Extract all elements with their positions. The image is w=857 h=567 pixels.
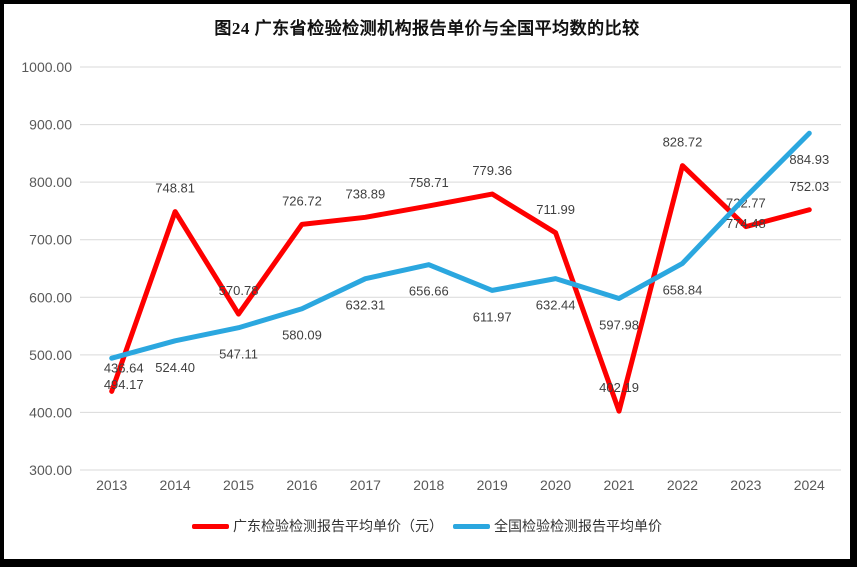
legend-label-national: 全国检验检测报告平均单价 [494,518,662,534]
chart-title: 图24 广东省检验检测机构报告单价与全国平均数的比较 [214,19,640,38]
x-axis-tick: 2015 [223,477,254,493]
y-axis-tick: 1000.00 [21,59,72,75]
y-axis-tick: 500.00 [29,347,72,363]
legend-marker-national-line [453,523,490,529]
y-axis-tick: 700.00 [29,232,72,248]
series-line-guangdong [109,163,812,414]
x-axis-tick: 2017 [350,477,381,493]
legend: 广东检验检测报告平均单价（元） 全国检验检测报告平均单价 [4,516,850,536]
data-label-guangdong: 779.36 [472,163,512,178]
data-label-guangdong: 726.72 [282,193,322,208]
data-label-national: 632.31 [345,298,385,313]
data-label-guangdong: 828.72 [663,135,703,150]
data-label-national: 774.48 [726,216,766,231]
legend-label-guangdong: 广东检验检测报告平均单价（元） [233,518,443,534]
data-label-guangdong: 711.99 [536,202,575,217]
legend-item-guangdong: 广东检验检测报告平均单价（元） [192,516,443,536]
x-axis-tick: 2013 [96,477,127,493]
x-axis-tick: 2018 [413,477,444,493]
data-label-guangdong: 748.81 [155,181,195,196]
x-axis-tick: 2016 [286,477,317,493]
x-axis-tick: 2021 [603,477,634,493]
data-label-guangdong: 758.71 [409,175,449,190]
data-label-national: 656.66 [409,284,449,299]
legend-item-national: 全国检验检测报告平均单价 [453,516,662,536]
x-axis-tick: 2023 [730,477,761,493]
y-axis-tick: 300.00 [29,462,72,478]
data-label-national: 580.09 [282,328,322,343]
data-label-guangdong: 752.03 [789,179,829,194]
data-label-guangdong: 570.78 [219,283,259,298]
data-label-national: 632.44 [536,298,576,313]
y-axis-tick: 900.00 [29,117,72,133]
legend-marker-guangdong-line [192,523,229,529]
series-line-national [109,130,812,361]
x-axis-tick: 2020 [540,477,571,493]
y-axis-tick: 600.00 [29,289,72,305]
data-label-guangdong: 402.19 [599,380,639,395]
x-axis-tick: 2024 [794,477,825,493]
y-axis-tick: 400.00 [29,404,72,420]
y-axis-tick: 800.00 [29,174,72,190]
x-axis-tick: 2022 [667,477,698,493]
x-axis-tick: 2014 [160,477,191,493]
data-label-national: 884.93 [789,152,829,167]
line-chart: 300.00 400.00 500.00 600.00 700.00 800.00 900.… [21,59,841,493]
x-axis-tick: 2019 [477,477,508,493]
data-label-national: 547.11 [219,347,258,362]
data-label-guangdong: 738.89 [345,186,385,201]
data-label-guangdong: 436.64 [104,360,144,375]
data-label-national: 611.97 [473,309,512,324]
data-label-national: 494.17 [104,377,144,392]
data-label-national: 524.40 [155,360,195,375]
data-label-national: 597.98 [599,317,639,332]
data-label-national: 658.84 [663,282,703,297]
